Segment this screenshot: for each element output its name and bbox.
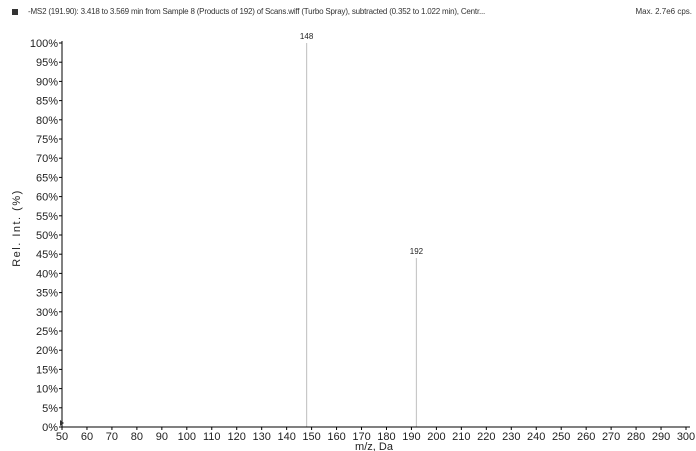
x-tick-label: 70	[106, 431, 118, 443]
origin-arrow-icon	[60, 420, 64, 426]
x-tick-label: 190	[402, 431, 420, 443]
x-axis-label: m/z, Da	[355, 441, 394, 451]
y-tick-label: 55%	[36, 211, 58, 223]
x-tick-label: 80	[131, 431, 143, 443]
x-tick-label: 230	[502, 431, 520, 443]
y-tick-label: 35%	[36, 288, 58, 300]
peak-label-192: 192	[410, 247, 424, 256]
y-tick-label: 10%	[36, 384, 58, 396]
y-tick-label: 80%	[36, 115, 58, 127]
x-tick-label: 110	[203, 431, 221, 443]
x-tick-label: 220	[477, 431, 495, 443]
y-tick-label: 0%	[42, 422, 58, 434]
y-tick-label: 85%	[36, 96, 58, 108]
x-tick-label: 180	[377, 431, 395, 443]
y-tick-label: 60%	[36, 192, 58, 204]
y-tick-label: 70%	[36, 153, 58, 165]
x-tick-label: 240	[527, 431, 545, 443]
y-tick-label: 45%	[36, 249, 58, 261]
y-axis-label: Rel. Int. (%)	[11, 189, 23, 267]
x-tick-label: 150	[302, 431, 320, 443]
peak-label-148: 148	[300, 32, 314, 41]
x-tick-label: 130	[253, 431, 271, 443]
x-tick-label: 160	[327, 431, 345, 443]
x-tick-label: 170	[352, 431, 370, 443]
x-tick-label: 280	[627, 431, 645, 443]
x-tick-label: 50	[56, 431, 68, 443]
y-tick-label: 95%	[36, 57, 58, 69]
x-tick-label: 250	[552, 431, 570, 443]
y-tick-label: 20%	[36, 345, 58, 357]
x-tick-label: 100	[178, 431, 196, 443]
x-tick-label: 200	[427, 431, 445, 443]
y-tick-label: 65%	[36, 172, 58, 184]
x-tick-label: 140	[277, 431, 295, 443]
x-tick-label: 290	[652, 431, 670, 443]
y-tick-label: 75%	[36, 134, 58, 146]
spectrum-description: -MS2 (191.90): 3.418 to 3.569 min from S…	[28, 7, 486, 16]
y-tick-label: 50%	[36, 230, 58, 242]
x-tick-label: 60	[81, 431, 93, 443]
spectrum-header: -MS2 (191.90): 3.418 to 3.569 min from S…	[0, 0, 696, 22]
x-tick-label: 270	[602, 431, 620, 443]
y-tick-label: 5%	[42, 403, 58, 415]
y-tick-label: 100%	[30, 38, 58, 50]
x-tick-label: 260	[577, 431, 595, 443]
max-intensity-label: Max. 2.7e6 cps.	[635, 7, 692, 16]
x-tick-label: 210	[452, 431, 470, 443]
x-tick-label: 120	[228, 431, 246, 443]
y-tick-label: 40%	[36, 268, 58, 280]
y-tick-label: 15%	[36, 364, 58, 376]
series-marker-icon	[12, 9, 18, 15]
y-tick-label: 90%	[36, 76, 58, 88]
x-tick-label: 90	[156, 431, 168, 443]
x-tick-label: 300	[677, 431, 695, 443]
y-tick-label: 30%	[36, 307, 58, 319]
y-tick-label: 25%	[36, 326, 58, 338]
